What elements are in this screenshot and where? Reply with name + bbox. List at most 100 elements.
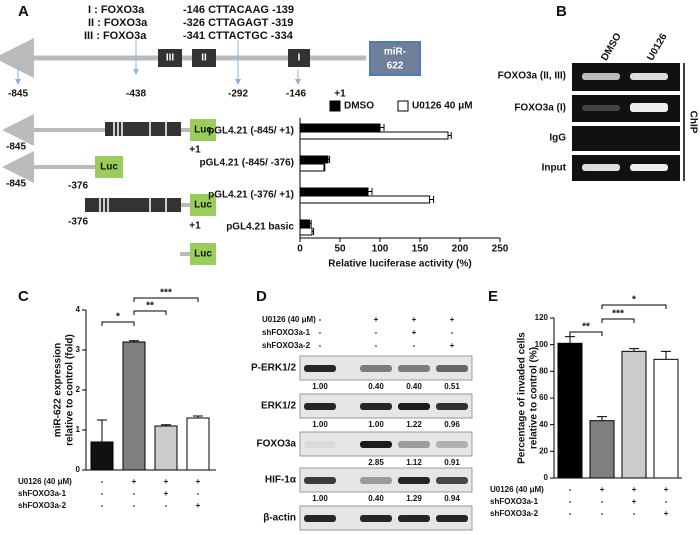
x-tick-label: 50 <box>334 244 346 255</box>
y-tick-label: 40 <box>539 420 548 429</box>
y-axis-label: relative to control (%) <box>529 347 540 449</box>
band <box>304 515 336 522</box>
y-axis-label: relative to control (fold) <box>65 334 76 446</box>
condition-mark: - <box>569 485 572 494</box>
quantification: 0.40 <box>368 382 384 391</box>
bar <box>589 420 615 479</box>
construct-end: -376 <box>68 181 88 192</box>
row-label: FOXO3a (II, III) <box>498 71 566 82</box>
condition-mark: + <box>450 315 455 324</box>
condition-mark: - <box>633 509 636 518</box>
x-tick-label: 200 <box>452 244 469 255</box>
bar <box>122 341 146 471</box>
condition-mark: - <box>101 501 104 510</box>
quantification: 1.00 <box>312 382 328 391</box>
condition-label: U0126 (40 μM) <box>262 315 316 324</box>
position: -845 <box>8 89 28 100</box>
band <box>360 477 392 484</box>
quantification: 0.91 <box>444 458 460 467</box>
site-seq: -146 CTTACAAG -139 <box>183 4 294 16</box>
band <box>436 403 468 410</box>
quantification: 1.22 <box>406 420 422 429</box>
band <box>360 403 392 410</box>
blot-label: β-actin <box>263 513 296 524</box>
bar <box>299 187 369 196</box>
band <box>436 441 468 448</box>
bar <box>653 358 679 479</box>
position: -292 <box>228 89 248 100</box>
bar <box>186 417 210 471</box>
condition-mark: + <box>632 497 637 506</box>
error-bar <box>328 156 331 163</box>
condition-mark: - <box>375 328 378 337</box>
site-mark: III <box>166 53 175 64</box>
condition-mark: - <box>569 509 572 518</box>
blot-label: P-ERK1/2 <box>251 363 296 374</box>
significance-bracket <box>101 321 135 326</box>
position: -438 <box>126 89 146 100</box>
condition-mark: - <box>319 328 322 337</box>
condition-mark: - <box>133 489 136 498</box>
site-mark: I <box>298 53 301 64</box>
significance: * <box>632 295 636 306</box>
condition-mark: + <box>164 477 169 486</box>
error-bar <box>368 188 373 195</box>
quantification: 0.40 <box>406 382 422 391</box>
y-axis-label: Percentage of invaded cells <box>517 332 528 464</box>
panel-label: A <box>18 3 29 20</box>
band <box>398 477 430 484</box>
condition-mark: - <box>665 497 668 506</box>
y-tick-label: 2 <box>76 385 81 394</box>
y-tick-label: 20 <box>539 446 548 455</box>
quantification: 0.40 <box>368 494 384 503</box>
y-tick-label: 0 <box>544 473 549 482</box>
band <box>304 441 336 448</box>
y-tick-label: 100 <box>535 340 549 349</box>
bar <box>621 350 647 479</box>
condition-label: U0126 (40 μM) <box>490 485 544 494</box>
category-label: pGL4.21 basic <box>226 222 294 233</box>
condition-mark: - <box>451 328 454 337</box>
band <box>398 515 430 522</box>
panel-label: B <box>556 3 567 20</box>
condition-mark: + <box>664 485 669 494</box>
site: III : FOXO3a <box>84 30 147 42</box>
site: II : FOXO3a <box>88 17 148 29</box>
condition-mark: - <box>101 477 104 486</box>
band <box>436 515 468 522</box>
significance-bracket <box>601 304 667 309</box>
x-tick-label: 250 <box>492 244 509 255</box>
site-seq: -326 CTTAGAGT -319 <box>183 17 293 29</box>
band <box>436 477 468 484</box>
condition-label: shFOXO3a-2 <box>262 341 311 350</box>
condition-mark: + <box>132 477 137 486</box>
bar <box>154 425 178 471</box>
significance-bracket <box>133 297 199 302</box>
lane-label: U0126 <box>645 31 669 62</box>
site-seq: -341 CTTACTGC -334 <box>183 30 294 42</box>
condition-mark: + <box>196 501 201 510</box>
significance: *** <box>612 309 624 320</box>
quantification: 1.00 <box>312 420 328 429</box>
mirna: 622 <box>387 61 404 72</box>
constructs <box>2 114 216 265</box>
condition-mark: - <box>197 489 200 498</box>
position: +1 <box>334 89 346 100</box>
y-tick-label: 3 <box>76 345 81 354</box>
band <box>436 365 468 372</box>
condition-mark: + <box>600 485 605 494</box>
band <box>304 365 336 372</box>
legend-label: DMSO <box>344 101 374 112</box>
quantification: 1.29 <box>406 494 422 503</box>
legend-swatch <box>329 100 341 112</box>
category-label: pGL4.21 (-845/ -376) <box>200 158 294 169</box>
y-tick-label: 4 <box>76 305 81 314</box>
error-bar <box>309 220 312 227</box>
condition-mark: - <box>601 497 604 506</box>
mirna: miR- <box>384 47 406 58</box>
y-tick-label: 0 <box>76 465 81 474</box>
band <box>304 403 336 410</box>
row-label: Input <box>542 163 567 174</box>
significance: ** <box>146 301 154 312</box>
significance: ** <box>582 322 590 333</box>
